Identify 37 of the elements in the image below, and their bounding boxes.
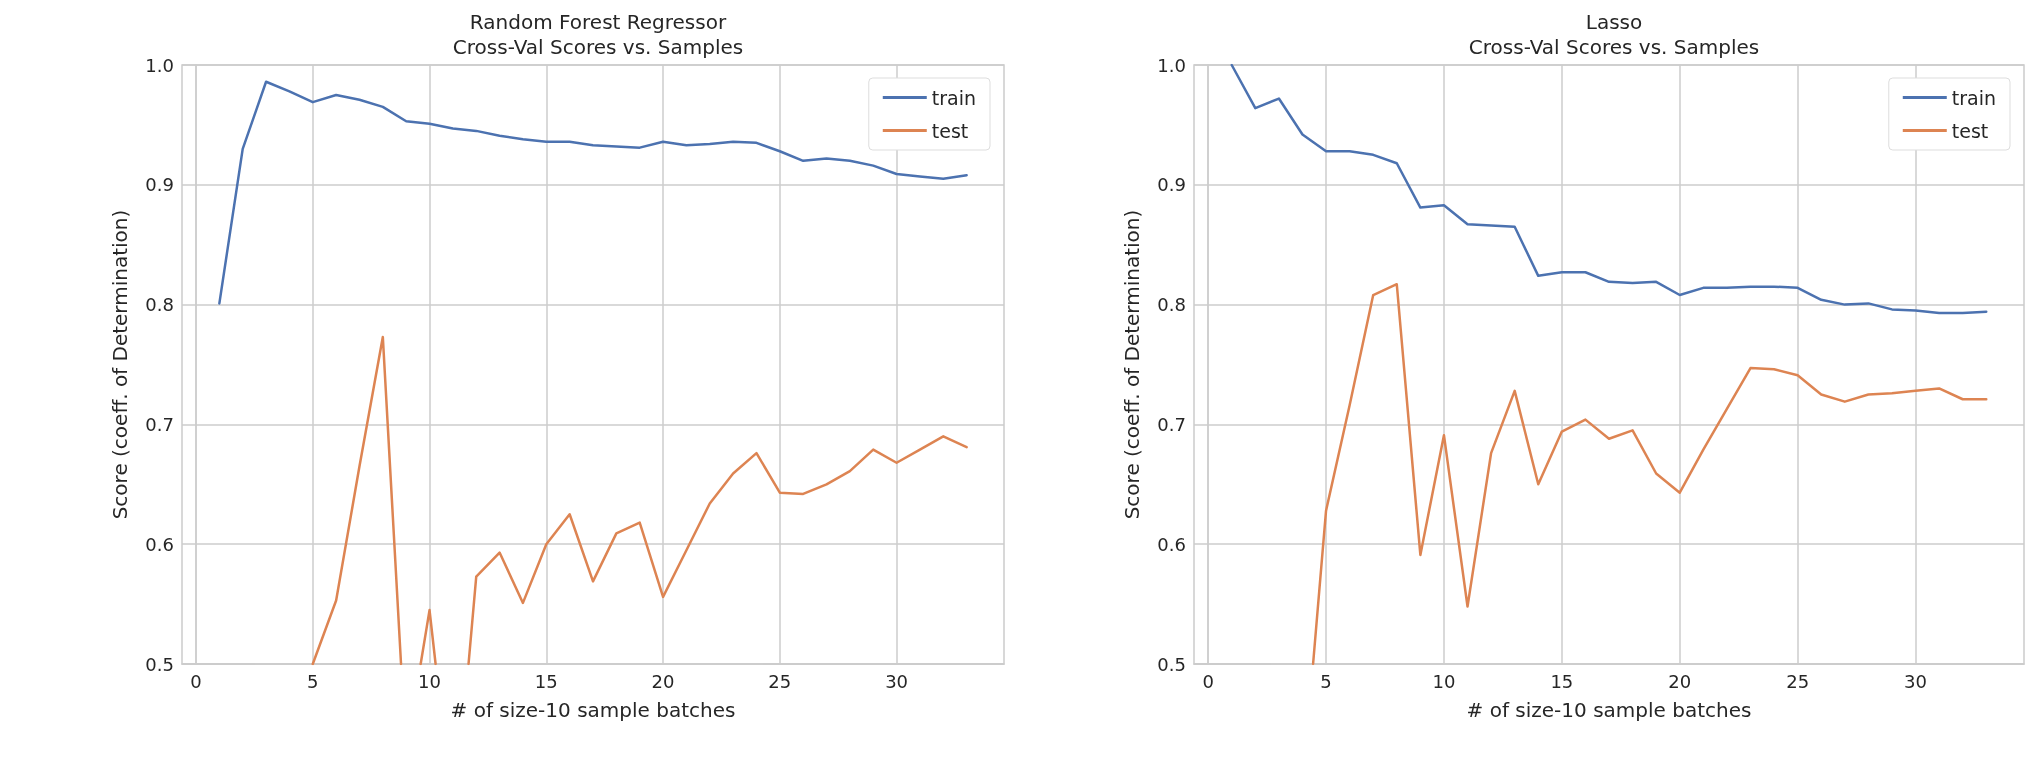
x-tick-label: 30 — [885, 670, 909, 692]
y-tick-label: 0.8 — [145, 294, 174, 316]
y-tick-label: 1.0 — [145, 54, 174, 76]
y-tick-label: 0.7 — [1157, 413, 1186, 435]
legend-label: train — [1951, 86, 1997, 109]
x-tick-label: 5 — [1320, 670, 1332, 692]
x-tick-label: 20 — [1668, 670, 1692, 692]
y-tick-label: 0.5 — [1157, 653, 1186, 675]
x-tick-label: 0 — [1202, 670, 1214, 692]
y-tick-label: 0.6 — [145, 533, 174, 555]
x-tick-label: 10 — [1432, 670, 1456, 692]
x-tick-label: 5 — [307, 670, 319, 692]
x-tick-label: 25 — [1786, 670, 1810, 692]
legend-label: test — [1951, 119, 1989, 142]
x-tick-label: 15 — [534, 670, 558, 692]
chart-title: Lasso Cross-Val Scores vs. Samples — [1468, 9, 1760, 59]
y-tick-label: 1.0 — [1157, 54, 1186, 76]
y-tick-label: 0.7 — [145, 413, 174, 435]
y-tick-label: 0.5 — [145, 653, 174, 675]
x-tick-label: 30 — [1904, 670, 1927, 692]
y-axis-title: Score (coeff. of Determination) — [108, 209, 132, 520]
y-tick-label: 0.6 — [1157, 533, 1186, 555]
legend-label: train — [931, 86, 977, 109]
x-tick-label: 20 — [651, 670, 675, 692]
legend-label: test — [931, 119, 969, 142]
x-tick-label: 0 — [190, 670, 202, 692]
y-tick-label: 0.8 — [1157, 294, 1186, 316]
chart-title: Random Forest Regressor Cross-Val Scores vs. Samples — [452, 9, 744, 59]
x-axis-title: # of size-10 sample batches — [450, 698, 736, 722]
x-tick-label: 25 — [768, 670, 792, 692]
x-tick-label: 10 — [418, 670, 441, 692]
x-tick-label: 15 — [1550, 670, 1574, 692]
y-tick-label: 0.9 — [1157, 174, 1186, 196]
x-axis-title: # of size-10 sample batches — [1466, 698, 1752, 722]
y-axis-title: Score (coeff. of Determination) — [1120, 209, 1144, 520]
y-tick-label: 0.9 — [145, 174, 174, 196]
line-series — [1311, 282, 1988, 666]
